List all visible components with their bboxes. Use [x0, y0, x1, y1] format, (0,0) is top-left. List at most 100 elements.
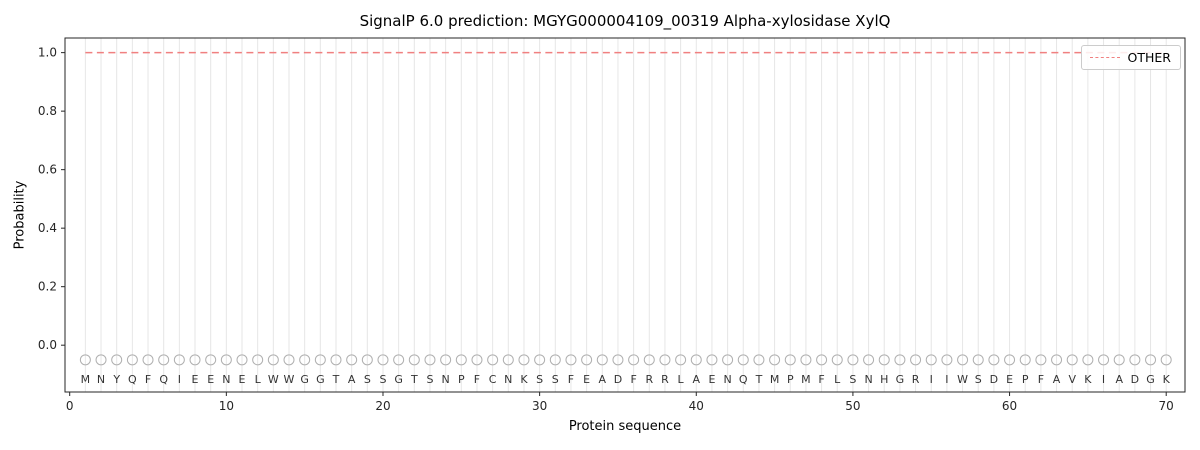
residue-marker	[534, 354, 546, 366]
residue-letter: W	[957, 373, 968, 386]
residue-letter: P	[787, 373, 794, 386]
residue-letter: E	[239, 373, 246, 386]
residue-letter: F	[145, 373, 151, 386]
residue-marker	[173, 354, 185, 366]
residue-marker	[440, 354, 452, 366]
residue-marker	[236, 354, 248, 366]
residue-letter: A	[348, 373, 356, 386]
residue-letter: F	[630, 373, 636, 386]
residue-letter: N	[504, 373, 512, 386]
y-tick-label: 1.0	[38, 46, 57, 60]
residue-marker	[753, 354, 765, 366]
x-tick-label: 20	[375, 399, 390, 413]
residue-letter: V	[1068, 373, 1076, 386]
residue-marker	[706, 354, 718, 366]
residue-letter: D	[990, 373, 998, 386]
residue-letter: L	[834, 373, 841, 386]
residue-marker	[111, 354, 123, 366]
residue-marker	[628, 354, 640, 366]
residue-letter: M	[81, 373, 91, 386]
residue-letter: A	[1115, 373, 1123, 386]
residue-marker	[565, 354, 577, 366]
plot-border	[64, 37, 1186, 393]
residue-letter: E	[207, 373, 214, 386]
residue-letter: A	[693, 373, 701, 386]
residue-letter: S	[536, 373, 543, 386]
residue-letter: S	[364, 373, 371, 386]
residue-letter: S	[426, 373, 433, 386]
residue-marker	[487, 354, 499, 366]
residue-marker	[549, 354, 561, 366]
residue-marker	[1066, 354, 1078, 366]
residue-letter: I	[178, 373, 181, 386]
legend: OTHER	[1080, 45, 1181, 70]
residue-marker	[831, 354, 843, 366]
residue-letter: W	[268, 373, 279, 386]
residue-letter: I	[945, 373, 948, 386]
residue-letter: E	[1006, 373, 1013, 386]
residue-letter: R	[912, 373, 920, 386]
residue-marker	[1098, 354, 1110, 366]
x-axis-label: Protein sequence	[568, 419, 682, 434]
residue-marker	[252, 354, 264, 366]
residue-marker	[769, 354, 781, 366]
residue-letter: G	[896, 373, 905, 386]
residue-marker	[408, 354, 420, 366]
y-tick-label: 0.8	[38, 104, 57, 118]
residue-letter: D	[614, 373, 622, 386]
residue-marker	[1129, 354, 1141, 366]
residue-marker	[863, 354, 875, 366]
residue-letter: N	[723, 373, 731, 386]
residue-letter: Q	[159, 373, 168, 386]
residue-marker	[612, 354, 624, 366]
y-tick-label: 0.4	[38, 221, 57, 235]
residue-letter: Q	[128, 373, 137, 386]
residue-letter: F	[818, 373, 824, 386]
residue-marker	[581, 354, 593, 366]
x-tick-label: 40	[689, 399, 704, 413]
residue-marker	[1145, 354, 1157, 366]
residue-marker	[1035, 354, 1047, 366]
residue-letter: T	[755, 373, 763, 386]
residue-marker	[878, 354, 890, 366]
residue-marker	[518, 354, 530, 366]
legend-dashed-line-icon	[1089, 57, 1120, 58]
residue-letter: K	[1084, 373, 1092, 386]
residue-marker	[737, 354, 749, 366]
residue-letter: A	[599, 373, 607, 386]
residue-marker	[941, 354, 953, 366]
residue-letter: S	[849, 373, 856, 386]
residue-letter: Q	[739, 373, 748, 386]
residue-letter: M	[801, 373, 811, 386]
residue-marker	[894, 354, 906, 366]
x-tick-label: 0	[66, 399, 74, 413]
residue-letter: S	[379, 373, 386, 386]
residue-letter: L	[255, 373, 262, 386]
residue-letter: E	[583, 373, 590, 386]
residue-letter: T	[410, 373, 418, 386]
residue-letter: K	[1163, 373, 1171, 386]
x-tick-label: 30	[532, 399, 547, 413]
residue-marker	[847, 354, 859, 366]
residue-marker	[79, 354, 91, 366]
residue-marker	[205, 354, 217, 366]
x-tick-label: 60	[1002, 399, 1017, 413]
residue-marker	[330, 354, 342, 366]
residue-letter: P	[1022, 373, 1029, 386]
residue-marker	[126, 354, 138, 366]
residue-marker	[1004, 354, 1016, 366]
residue-letter: M	[770, 373, 780, 386]
residue-letter: E	[708, 373, 715, 386]
residue-marker	[972, 354, 984, 366]
residue-marker	[1160, 354, 1172, 366]
residue-letter: F	[474, 373, 480, 386]
residue-marker	[675, 354, 687, 366]
y-tick-label: 0.2	[38, 280, 57, 294]
residue-marker	[220, 354, 232, 366]
residue-letter: W	[284, 373, 295, 386]
residue-letter: H	[880, 373, 888, 386]
residue-letter: N	[97, 373, 105, 386]
residue-marker	[502, 354, 514, 366]
residue-marker	[361, 354, 373, 366]
